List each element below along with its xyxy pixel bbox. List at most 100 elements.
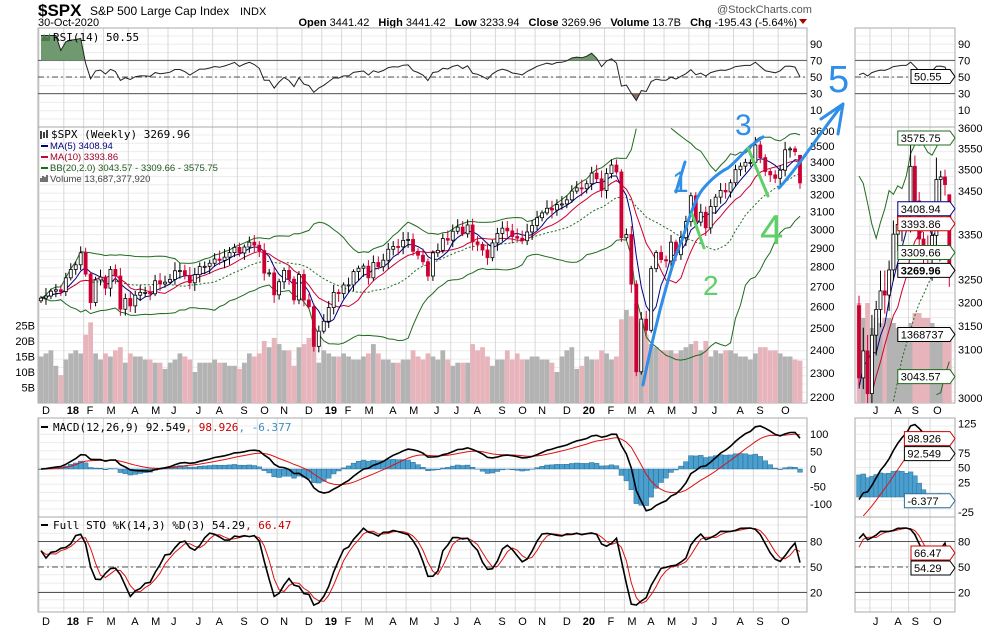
ma5-legend-text: MA(5) 3408.94 <box>50 141 113 152</box>
rsi-tick-label: 90 <box>810 39 822 51</box>
candle-body <box>133 294 138 307</box>
candle-body <box>44 295 48 299</box>
macd-histogram-bar <box>187 466 193 470</box>
macd-histogram-bar <box>737 453 744 470</box>
value-tag-text: 98.926 <box>907 434 941 446</box>
value-tag-ma5: 3408.94 <box>897 201 956 217</box>
volume-bar <box>73 350 79 403</box>
value-tag-box <box>897 262 956 278</box>
wave-label-1: 1 <box>672 166 689 199</box>
change-value: -195.43 (-5.64%) <box>714 17 797 29</box>
volume-bar <box>276 344 282 403</box>
volume-bar <box>891 323 896 403</box>
volume-bar <box>693 341 699 403</box>
macd-histogram-bar <box>688 455 694 470</box>
volume-bar <box>718 353 724 403</box>
candle-body <box>450 230 455 241</box>
macd-histogram-bar <box>658 468 664 483</box>
macd-histogram-bar <box>767 464 773 470</box>
wave-4-stroke <box>746 146 770 198</box>
sto-legend-text: Full STO %K(14,3) %D(3) 54.29, 66.47 <box>53 519 291 532</box>
low-label: Low <box>455 17 477 29</box>
volume-bar <box>698 350 704 403</box>
volume-bar <box>370 344 376 403</box>
candle-body <box>584 183 589 190</box>
volume-legend-text: Volume 13,687,377,920 <box>50 174 150 185</box>
date-axis-label: N <box>538 405 546 417</box>
macd-histogram-bar <box>420 467 426 470</box>
value-tag-macd_hist: -6.377 <box>903 493 956 509</box>
candle-body <box>247 241 252 248</box>
date-axis-label: M <box>409 616 418 628</box>
candle-body <box>743 161 748 167</box>
date-axis-label: F <box>87 616 94 628</box>
sto-k-value: Full STO %K(14,3) %D(3) 54.29 <box>53 519 245 532</box>
volume-bar <box>678 350 684 403</box>
sto-d-value: , 66.47 <box>245 519 291 532</box>
macd-histogram-bar <box>792 467 798 470</box>
macd-histogram-bar <box>395 459 401 470</box>
value-tag-sto_k: 54.29 <box>910 560 956 576</box>
volume-bar <box>628 316 634 403</box>
candle-body <box>148 291 153 295</box>
candle-body <box>212 258 217 264</box>
volume-bar <box>246 353 252 403</box>
candle-body <box>619 171 624 239</box>
candle-body <box>460 226 465 235</box>
date-axis-label: J <box>692 405 698 417</box>
volume-bar <box>683 347 689 403</box>
volume-tick-label: 25B <box>15 321 35 333</box>
sto-k-line <box>40 527 801 607</box>
security-name: S&P 500 Large Cap Index <box>90 4 229 18</box>
macd-histogram-bar <box>251 465 257 470</box>
macd-tick-label: 100 <box>810 429 828 441</box>
volume-tick-label: 20B <box>15 336 35 348</box>
macd-histogram-bar <box>539 466 545 470</box>
chart-date: 30-Oct-2020 <box>38 17 99 29</box>
date-axis-label: M <box>364 616 373 628</box>
candle-body <box>857 305 861 379</box>
candle-body <box>887 269 891 296</box>
date-axis-label: O <box>260 405 269 417</box>
stockcharts-watermark: @StockCharts.com <box>717 4 812 16</box>
candle-legend-icon <box>40 130 48 139</box>
date-axis-label: 18 <box>67 616 79 628</box>
volume-bar <box>366 353 371 403</box>
volume-bar <box>291 365 297 403</box>
date-axis-label: S <box>498 405 505 417</box>
volume-bar <box>361 356 366 403</box>
volume-bar <box>589 359 595 403</box>
macd-histogram-bar <box>276 468 282 478</box>
date-axis-label-right: J <box>873 616 879 628</box>
candle-body <box>748 161 753 164</box>
price-tick-label: 2900 <box>810 243 834 255</box>
candle-body <box>882 290 887 296</box>
macd-histogram-bar <box>246 464 253 470</box>
open-label: Open <box>298 17 326 29</box>
candle-body <box>396 246 401 248</box>
volume-bar <box>83 334 89 403</box>
rsi-tick-label: 90 <box>958 39 970 51</box>
volume-bar <box>356 359 361 403</box>
macd-histogram-bar <box>211 464 218 470</box>
candle-body <box>431 252 435 277</box>
macd-value: MACD(12,26,9) 92.549 <box>53 421 185 434</box>
volume-bar <box>658 350 664 403</box>
volume-bar <box>405 359 411 403</box>
close-label: Close <box>529 17 559 29</box>
volume-bar <box>440 350 446 403</box>
volume-bar <box>614 356 619 403</box>
volume-bar <box>430 356 436 403</box>
candle-body <box>311 306 316 347</box>
macd-histogram-bar <box>207 465 213 470</box>
volume-bar <box>648 344 654 403</box>
macd-histogram-bar <box>584 463 590 470</box>
volume-bar <box>271 337 277 403</box>
price-tick-label-right: 3150 <box>958 321 982 333</box>
macd-tick-label-right: 75 <box>958 448 970 460</box>
bb-lower-line <box>40 215 801 361</box>
volume-bar <box>311 328 317 403</box>
macd-histogram-bar <box>350 462 357 470</box>
volume-bar <box>341 353 347 403</box>
candle-body <box>874 308 879 336</box>
